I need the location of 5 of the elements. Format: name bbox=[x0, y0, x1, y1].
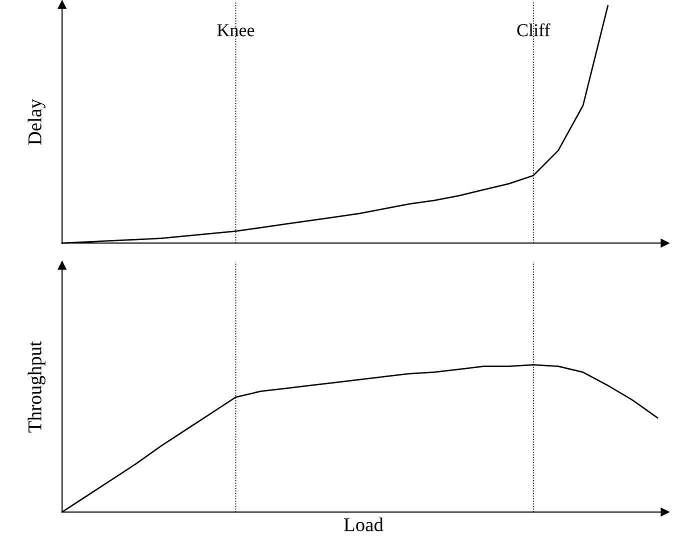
y-axis-title: Throughput bbox=[28, 341, 46, 432]
x-tick-label: Knee bbox=[217, 24, 254, 36]
x-tick-label: Cliff bbox=[517, 23, 550, 36]
x-axis-title: Load bbox=[344, 518, 384, 532]
y-axis-title: Delay bbox=[28, 98, 46, 145]
